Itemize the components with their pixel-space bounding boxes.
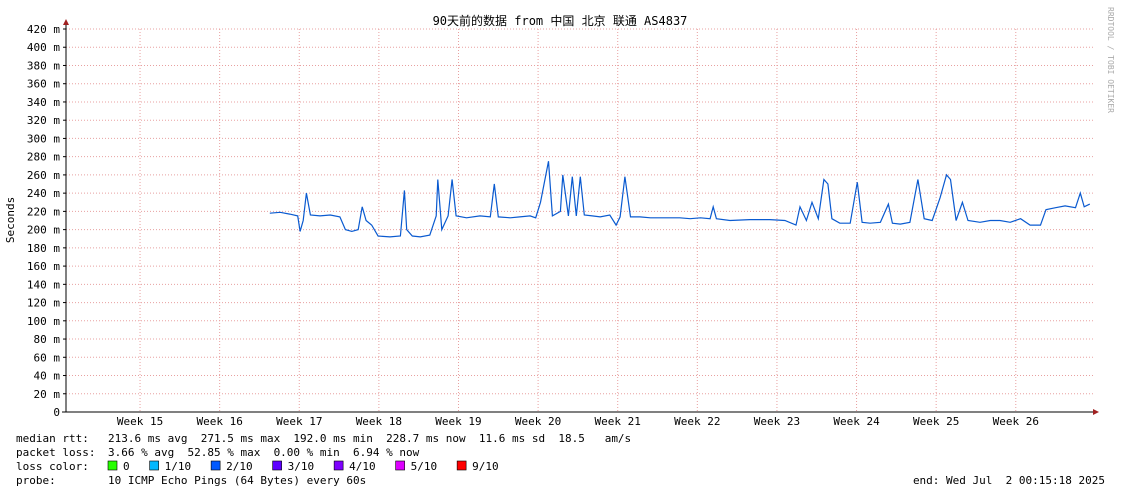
loss-swatch: [456, 460, 467, 471]
y-tick-label: 20 m: [34, 388, 61, 401]
loss-swatch: [395, 460, 405, 471]
loss-label: 5/10: [411, 460, 438, 473]
loss-label: 1/10: [165, 460, 192, 473]
loss-label: 4/10: [349, 460, 376, 473]
y-tick-label: 380 m: [27, 59, 60, 72]
footer-label: packet loss:: [16, 446, 95, 459]
y-tick-label: 320 m: [27, 114, 60, 127]
loss-swatch: [107, 460, 118, 471]
y-tick-label: 100 m: [27, 315, 60, 328]
x-tick-label: Week 17: [276, 415, 322, 428]
x-axis-arrow: [1093, 409, 1099, 415]
loss-swatch: [272, 460, 282, 471]
loss-swatch: [333, 460, 344, 471]
chart-title: 90天前的数据 from 中国 北京 联通 AS4837: [433, 13, 688, 28]
loss-swatch: [210, 460, 221, 471]
watermark: RRDTOOL / TOBI OETIKER: [1106, 7, 1115, 113]
y-tick-label: 40 m: [34, 370, 61, 383]
y-tick-label: 220 m: [27, 205, 60, 218]
footer-text: 213.6 ms avg 271.5 ms max 192.0 ms min 2…: [108, 432, 631, 445]
y-tick-label: 120 m: [27, 297, 60, 310]
plot: [269, 161, 1091, 238]
x-tick-label: Week 18: [356, 415, 402, 428]
x-tick-label: Week 26: [993, 415, 1039, 428]
y-tick-label: 340 m: [27, 96, 60, 109]
x-tick-label: Week 19: [435, 415, 481, 428]
x-tick-label: Week 24: [833, 415, 880, 428]
rtt-line: [269, 161, 1091, 238]
y-tick-label: 360 m: [27, 78, 60, 91]
x-tick-label: Week 20: [515, 415, 561, 428]
loss-label: 0: [123, 460, 130, 473]
footer-label: median rtt:: [16, 432, 89, 445]
loss-swatch: [149, 460, 159, 471]
footer-label: loss color:: [16, 460, 89, 473]
loss-label: 9/10: [472, 460, 499, 473]
y-tick-label: 260 m: [27, 169, 60, 182]
y-tick-label: 400 m: [27, 41, 60, 54]
x-tick-label: Week 21: [595, 415, 641, 428]
y-tick-label: 280 m: [27, 151, 60, 164]
y-axis-label: Seconds: [4, 197, 17, 243]
loss-label: 3/10: [288, 460, 315, 473]
y-tick-label: 80 m: [34, 333, 61, 346]
x-tick-label: Week 22: [674, 415, 720, 428]
y-tick-label: 60 m: [34, 351, 61, 364]
y-tick-label: 240 m: [27, 187, 60, 200]
y-tick-label: 200 m: [27, 224, 60, 237]
loss-legend: 0 1/10 2/10 3/10 4/10 5/10 9/10: [107, 460, 499, 473]
footer-text: 10 ICMP Echo Pings (64 Bytes) every 60s: [108, 474, 366, 487]
x-tick-label: Week 23: [754, 415, 800, 428]
end-time: end: Wed Jul 2 00:15:18 2025: [913, 474, 1105, 487]
footer-label: probe:: [16, 474, 56, 487]
y-tick-label: 420 m: [27, 23, 60, 36]
x-tick-label: Week 25: [913, 415, 959, 428]
y-axis-arrow: [63, 19, 69, 25]
y-tick-label: 140 m: [27, 278, 60, 291]
x-tick-label: Week 16: [196, 415, 242, 428]
y-tick-label: 0: [53, 406, 60, 419]
grid: [66, 28, 1093, 413]
loss-label: 2/10: [226, 460, 253, 473]
y-tick-label: 180 m: [27, 242, 60, 255]
y-tick-label: 160 m: [27, 260, 60, 273]
axis-labels: 0 20 m 40 m 60 m 80 m 100 m 120 m 140 m 160 m 180…: [27, 23, 1039, 428]
x-tick-label: Week 15: [117, 415, 163, 428]
footer-text: 3.66 % avg 52.85 % max 0.00 % min 6.94 %…: [108, 446, 420, 459]
y-tick-label: 300 m: [27, 132, 60, 145]
